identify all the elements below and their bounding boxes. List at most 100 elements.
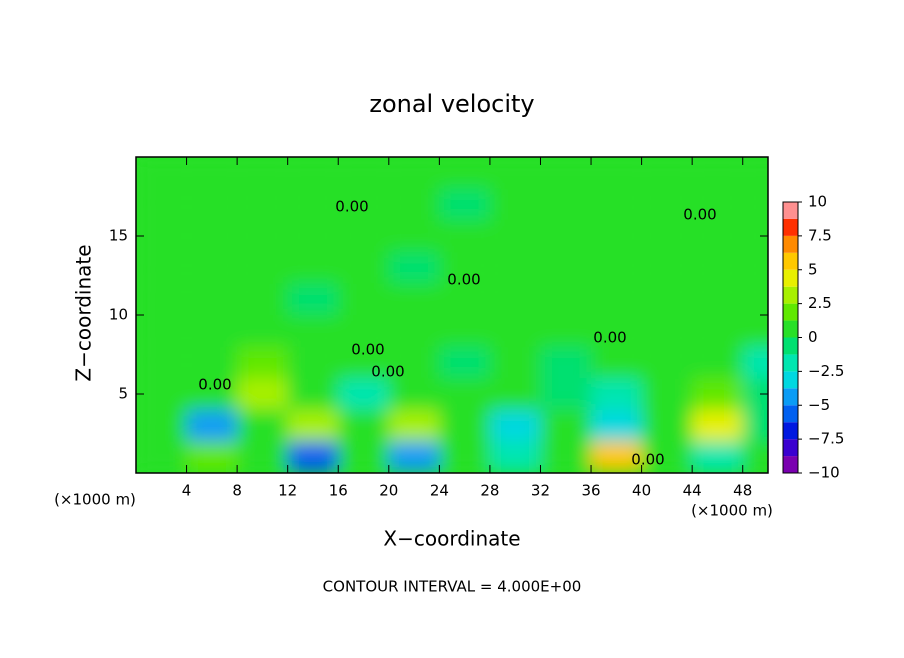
cell <box>540 409 592 442</box>
cell <box>742 188 768 221</box>
cell <box>591 378 642 410</box>
cell <box>439 378 490 410</box>
cell <box>287 283 339 315</box>
x-tick-label: 16 <box>329 482 348 500</box>
colorbar-swatch <box>783 354 798 372</box>
cell <box>388 378 440 410</box>
cell <box>742 251 768 284</box>
cell <box>692 188 743 221</box>
cell <box>287 157 339 189</box>
cell <box>540 220 592 252</box>
y-tick-label: 10 <box>109 306 128 324</box>
cell <box>591 346 642 379</box>
x-tick-label: 20 <box>379 482 398 500</box>
contour-label: 0.00 <box>371 363 404 381</box>
cell <box>489 283 541 315</box>
cell <box>641 378 693 410</box>
colorbar-swatch <box>783 439 798 457</box>
cell <box>186 188 238 221</box>
x-tick-label: 28 <box>480 482 499 500</box>
x-axis-label: X−coordinate <box>383 527 520 551</box>
cell <box>338 188 389 221</box>
cell <box>237 441 288 473</box>
cell <box>338 157 389 189</box>
cell <box>439 315 490 347</box>
x-tick-label: 44 <box>683 482 702 500</box>
cell <box>591 220 642 252</box>
cell <box>692 220 743 252</box>
cell <box>591 409 642 442</box>
colorbar-tick-label: −5 <box>808 396 830 414</box>
cell <box>237 378 288 410</box>
cell <box>388 157 440 189</box>
cell <box>591 157 642 189</box>
cell <box>641 283 693 315</box>
cell <box>540 378 592 410</box>
cell <box>338 378 389 410</box>
cell <box>641 441 693 473</box>
cell <box>136 441 187 473</box>
cell <box>489 220 541 252</box>
colorbar-tick-label: −10 <box>808 464 840 482</box>
cell <box>287 220 339 252</box>
x-tick-label: 8 <box>232 482 242 500</box>
x-tick-label: 12 <box>278 482 297 500</box>
cell <box>742 283 768 315</box>
cell <box>388 188 440 221</box>
y-axis-label: Z−coordinate <box>72 244 96 381</box>
colorbar-swatch <box>783 371 798 389</box>
cell <box>287 346 339 379</box>
cell <box>439 188 490 221</box>
contour-label: 0.00 <box>593 329 626 347</box>
cell <box>136 188 187 221</box>
cell <box>388 315 440 347</box>
contour-label: 0.00 <box>683 206 716 224</box>
cell <box>439 441 490 473</box>
y-tick-label: 15 <box>109 227 128 245</box>
cell <box>591 315 642 347</box>
colorbar-tick-label: −7.5 <box>808 430 844 448</box>
cell <box>692 409 743 442</box>
contour-label: 0.00 <box>198 376 231 394</box>
cell <box>540 283 592 315</box>
colorbar-swatch <box>783 388 798 406</box>
cell <box>439 251 490 284</box>
cell <box>540 315 592 347</box>
colorbar-tick-label: −2.5 <box>808 362 844 380</box>
cell <box>742 157 768 189</box>
cell <box>136 346 187 379</box>
x-tick-label: 40 <box>632 482 651 500</box>
cell <box>692 378 743 410</box>
colorbar-tick-label: 5 <box>808 260 818 278</box>
cell <box>742 409 768 442</box>
cell <box>489 315 541 347</box>
cell <box>742 315 768 347</box>
cell <box>540 251 592 284</box>
colorbar-swatch <box>783 218 798 236</box>
cell <box>742 346 768 379</box>
cell <box>136 315 187 347</box>
cell <box>287 409 339 442</box>
cell <box>439 283 490 315</box>
cell <box>692 441 743 473</box>
colorbar-swatch <box>783 252 798 270</box>
x-unit-label: (×1000 m) <box>691 502 773 520</box>
cell <box>186 441 238 473</box>
cell <box>186 220 238 252</box>
cell <box>641 157 693 189</box>
colorbar-swatch <box>783 422 798 440</box>
x-tick-label: 4 <box>182 482 192 500</box>
cell <box>540 157 592 189</box>
cell <box>136 283 187 315</box>
cell <box>591 188 642 221</box>
cell <box>641 409 693 442</box>
colorbar-swatch <box>783 456 798 473</box>
footer: CONTOUR INTERVAL = 4.000E+00 <box>323 578 582 596</box>
cell <box>641 251 693 284</box>
cell <box>237 346 288 379</box>
cell <box>388 441 440 473</box>
cell <box>540 441 592 473</box>
contour-label: 0.00 <box>631 451 664 469</box>
cell <box>338 441 389 473</box>
